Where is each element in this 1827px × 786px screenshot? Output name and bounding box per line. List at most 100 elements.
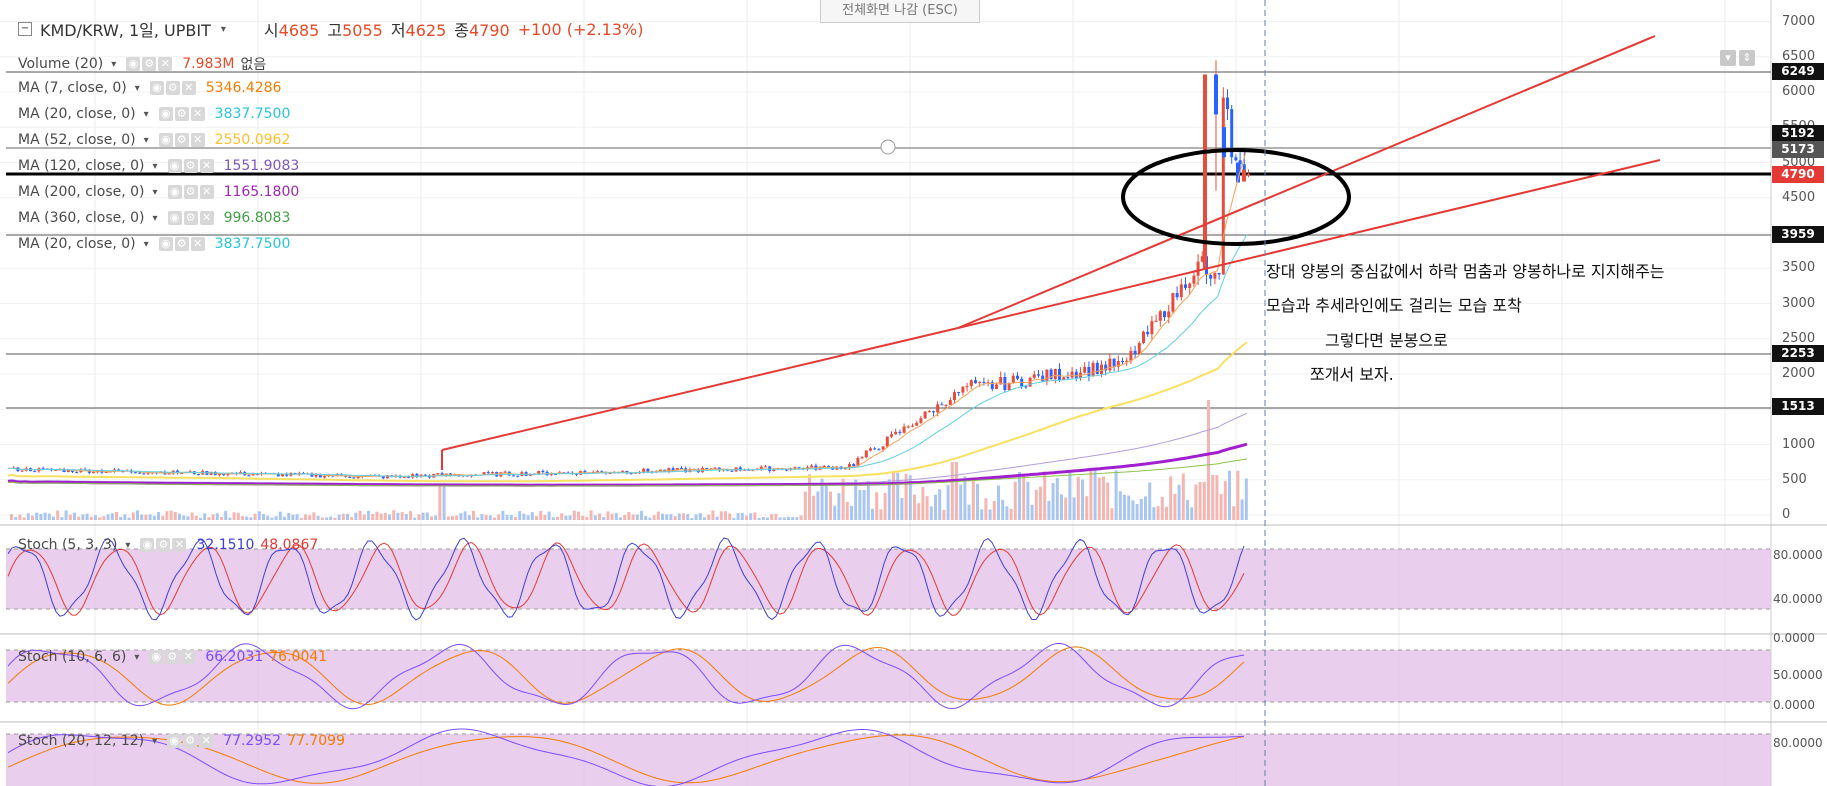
gear-icon[interactable]: ⚙ [174, 133, 189, 147]
indicator-legend[interactable]: MA (7, close, 0) ▾ ◉ ⚙ ✕ 5346.4286 [18, 80, 281, 96]
chevron-down-icon[interactable]: ▾ [111, 58, 117, 70]
collapse-panel-icon[interactable]: ▾ [1720, 50, 1736, 66]
chevron-down-icon[interactable]: ▾ [143, 238, 149, 250]
close-icon[interactable]: ✕ [199, 185, 214, 199]
candle-body [1137, 343, 1141, 354]
exit-fullscreen-button[interactable]: 전체화면 나감 (ESC) [820, 0, 980, 23]
stoch-d-value: 77.7099 [287, 733, 345, 749]
candle-body [1112, 358, 1116, 367]
candle-body [785, 469, 788, 471]
volume-bar [971, 480, 975, 520]
eye-icon[interactable]: ◉ [167, 185, 182, 199]
collapse-icon[interactable]: − [18, 22, 32, 36]
maximize-panel-icon[interactable]: ⇕ [1739, 50, 1755, 66]
candle-body [600, 471, 604, 473]
stoch-legend[interactable]: Stoch (5, 3, 3) ▾ ◉ ⚙ ✕ 32.1510 48.0867 [18, 537, 318, 553]
close-icon[interactable]: ✕ [181, 81, 196, 95]
candle-body [285, 473, 289, 476]
candle-body [104, 471, 108, 473]
close-icon[interactable]: ✕ [199, 211, 214, 225]
close-icon[interactable]: ✕ [199, 159, 214, 173]
eye-icon[interactable]: ◉ [126, 57, 141, 71]
eye-icon[interactable]: ◉ [158, 107, 173, 121]
close-icon[interactable]: ✕ [190, 133, 205, 147]
gear-icon[interactable]: ⚙ [183, 185, 198, 199]
chevron-down-icon[interactable]: ▾ [152, 160, 158, 172]
indicator-legend[interactable]: MA (120, close, 0) ▾ ◉ ⚙ ✕ 1551.9083 [18, 158, 299, 174]
volume-bar [211, 514, 215, 520]
volume-bar [921, 487, 925, 520]
eye-icon[interactable]: ◉ [149, 650, 164, 664]
volume-bar [299, 517, 303, 520]
indicator-legend[interactable]: MA (200, close, 0) ▾ ◉ ⚙ ✕ 1165.1800 [18, 184, 299, 200]
indicator-legend[interactable]: MA (20, close, 0) ▾ ◉ ⚙ ✕ 3837.7500 [18, 106, 290, 122]
candle-body [764, 466, 767, 468]
close-icon[interactable]: ✕ [172, 538, 187, 552]
indicator-legend[interactable]: MA (52, close, 0) ▾ ◉ ⚙ ✕ 2550.0962 [18, 132, 290, 148]
chevron-down-icon[interactable]: ▾ [152, 735, 158, 747]
volume-bar [392, 510, 396, 520]
volume-bar [585, 516, 589, 520]
close-icon[interactable]: ✕ [199, 734, 214, 748]
indicator-legend[interactable]: MA (20, close, 0) ▾ ◉ ⚙ ✕ 3837.7500 [18, 236, 290, 252]
candle-body [54, 469, 58, 471]
candle-body [503, 471, 507, 473]
candle-body [486, 472, 490, 474]
chevron-down-icon[interactable]: ▾ [220, 23, 226, 35]
chevron-down-icon[interactable]: ▾ [143, 108, 149, 120]
chevron-down-icon[interactable]: ▾ [125, 539, 131, 551]
chevron-down-icon[interactable]: ▾ [152, 212, 158, 224]
close-icon[interactable]: ✕ [158, 57, 173, 71]
symbol-title[interactable]: KMD/KRW, 1일, UPBIT [40, 21, 211, 40]
eye-icon[interactable]: ◉ [167, 159, 182, 173]
candle-body [629, 473, 633, 475]
volume-bar [757, 517, 761, 520]
eye-icon[interactable]: ◉ [149, 81, 164, 95]
eye-icon[interactable]: ◉ [158, 133, 173, 147]
stoch-legend[interactable]: Stoch (20, 12, 12) ▾ ◉ ⚙ ✕ 77.2952 77.7099 [18, 733, 345, 749]
volume-bar [346, 513, 349, 520]
chevron-down-icon[interactable]: ▾ [134, 651, 140, 663]
indicator-controls: ◉ ⚙ ✕ [158, 237, 205, 251]
gear-icon[interactable]: ⚙ [142, 57, 157, 71]
eye-icon[interactable]: ◉ [167, 211, 182, 225]
candle-body [1037, 374, 1040, 376]
candle-body [974, 380, 977, 384]
eye-icon[interactable]: ◉ [140, 538, 155, 552]
eye-icon[interactable]: ◉ [158, 237, 173, 251]
gear-icon[interactable]: ⚙ [183, 734, 198, 748]
gear-icon[interactable]: ⚙ [174, 107, 189, 121]
gear-icon[interactable]: ⚙ [183, 159, 198, 173]
indicator-legend[interactable]: MA (360, close, 0) ▾ ◉ ⚙ ✕ 996.8083 [18, 210, 290, 226]
volume-bar [1068, 472, 1072, 520]
chevron-down-icon[interactable]: ▾ [152, 186, 158, 198]
indicator-label: MA (20, close, 0) [18, 106, 136, 122]
volume-bar [614, 513, 618, 520]
candle-body [554, 473, 557, 475]
gear-icon[interactable]: ⚙ [165, 650, 180, 664]
candle-body [608, 473, 612, 475]
stoch-axis-label: 80.0000 [1773, 548, 1823, 562]
close-icon[interactable]: ✕ [190, 107, 205, 121]
chevron-down-icon[interactable]: ▾ [134, 82, 140, 94]
indicator-legend[interactable]: Volume (20) ▾ ◉ ⚙ ✕ 7.983M 없음 [18, 54, 266, 74]
candle-body [134, 472, 137, 474]
eye-icon[interactable]: ◉ [167, 734, 182, 748]
candle-body [1188, 283, 1192, 288]
gear-icon[interactable]: ⚙ [165, 81, 180, 95]
gear-icon[interactable]: ⚙ [156, 538, 171, 552]
open-value: 4685 [278, 21, 320, 40]
chevron-down-icon[interactable]: ▾ [143, 134, 149, 146]
volume-bar [304, 514, 307, 520]
volume-bar [14, 517, 18, 520]
close-icon[interactable]: ✕ [190, 237, 205, 251]
candle-body [402, 476, 406, 478]
gear-icon[interactable]: ⚙ [174, 237, 189, 251]
close-icon[interactable]: ✕ [181, 650, 196, 664]
gear-icon[interactable]: ⚙ [183, 211, 198, 225]
candle-body [516, 475, 520, 477]
stoch-legend[interactable]: Stoch (10, 6, 6) ▾ ◉ ⚙ ✕ 66.2031 76.0041 [18, 649, 327, 665]
volume-bar [677, 513, 681, 520]
